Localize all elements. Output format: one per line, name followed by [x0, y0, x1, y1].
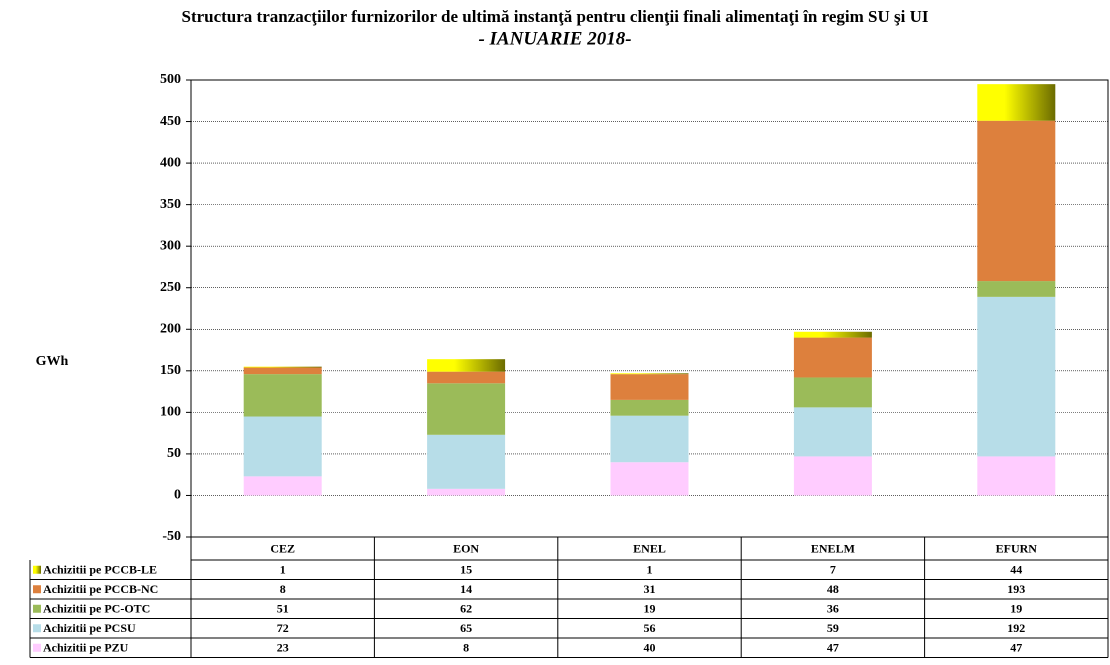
y-tick-label: -50 [162, 529, 181, 544]
bar-segment [610, 462, 689, 496]
table-value: 62 [460, 602, 472, 616]
y-tick-label: 350 [160, 197, 181, 212]
y-axis-label: GWh [36, 354, 69, 369]
bar-segment [793, 407, 872, 457]
legend-label: Achizitii pe PZU [43, 641, 129, 655]
x-tick-label: CEZ [270, 541, 295, 555]
bar-segment [243, 476, 322, 496]
table-value: 19 [644, 602, 656, 616]
table-value: 14 [460, 582, 472, 596]
table-value: 1 [280, 563, 286, 577]
legend-key [33, 585, 41, 594]
table-value: 15 [460, 563, 472, 577]
x-tick-label: EFURN [996, 541, 1038, 555]
table-value: 36 [827, 602, 839, 616]
legend-key [33, 624, 41, 633]
bar-segment [243, 416, 322, 477]
bar-segment [793, 456, 872, 496]
legend-label: Achizitii pe PCCB-LE [43, 563, 157, 577]
table-value: 8 [463, 641, 469, 655]
bar-segment [610, 374, 689, 400]
y-tick-label: 50 [167, 446, 181, 461]
y-tick-label: 200 [160, 321, 181, 336]
bar-segment [793, 331, 872, 338]
bar-segment [427, 434, 506, 489]
bar-segment [243, 367, 322, 375]
y-tick-label: 400 [160, 155, 181, 170]
table-value: 31 [644, 582, 656, 596]
table-value: 47 [1010, 641, 1022, 655]
table-value: 47 [827, 641, 839, 655]
table-value: 19 [1010, 602, 1022, 616]
bar-segment [977, 120, 1056, 282]
bar-segment [977, 296, 1056, 457]
legend-key [33, 604, 41, 613]
legend-key [33, 565, 41, 574]
chart-title: Structura tranzacţiilor furnizorilor de … [181, 7, 928, 26]
table-value: 193 [1007, 582, 1025, 596]
bar-segment [427, 359, 506, 372]
y-tick-label: 500 [160, 72, 181, 87]
table-value: 192 [1007, 621, 1025, 635]
bar-segment [610, 415, 689, 463]
table-value: 7 [830, 563, 836, 577]
x-tick-label: EON [453, 541, 479, 555]
chart-subtitle: - IANUARIE 2018- [478, 28, 631, 49]
legend-key [33, 643, 41, 652]
table-value: 44 [1010, 563, 1022, 577]
bar-segment [977, 456, 1056, 496]
bar-segment [610, 399, 689, 416]
table-value: 1 [647, 563, 653, 577]
table-value: 59 [827, 621, 839, 635]
legend-label: Achizitii pe PCCB-NC [43, 582, 158, 596]
bar-segment [793, 377, 872, 408]
bar-segment [427, 371, 506, 384]
bar-segment [243, 374, 322, 417]
bar-segment [977, 281, 1056, 297]
legend-label: Achizitii pe PCSU [43, 621, 136, 635]
bar-segment [243, 366, 322, 368]
table-value: 72 [277, 621, 289, 635]
table-value: 51 [277, 602, 289, 616]
plot-border [190, 79, 1109, 538]
bar-segment [610, 373, 689, 375]
y-tick-label: 150 [160, 363, 181, 378]
bar-segment [427, 488, 506, 496]
y-tick-label: 250 [160, 280, 181, 295]
table-value: 56 [644, 621, 656, 635]
bar-segment [427, 383, 506, 435]
x-tick-label: ENEL [633, 541, 666, 555]
y-tick-label: 0 [174, 488, 181, 503]
legend-label: Achizitii pe PC-OTC [43, 602, 150, 616]
x-tick-label: ENELM [811, 541, 855, 555]
table-value: 23 [277, 641, 289, 655]
y-tick-label: 300 [160, 238, 181, 253]
y-tick-label: 450 [160, 114, 181, 129]
table-value: 8 [280, 582, 286, 596]
table-value: 40 [644, 641, 656, 655]
table-value: 65 [460, 621, 472, 635]
table-value: 48 [827, 582, 839, 596]
y-tick-label: 100 [160, 405, 181, 420]
bar-segment [977, 84, 1056, 121]
bar-segment [793, 337, 872, 378]
